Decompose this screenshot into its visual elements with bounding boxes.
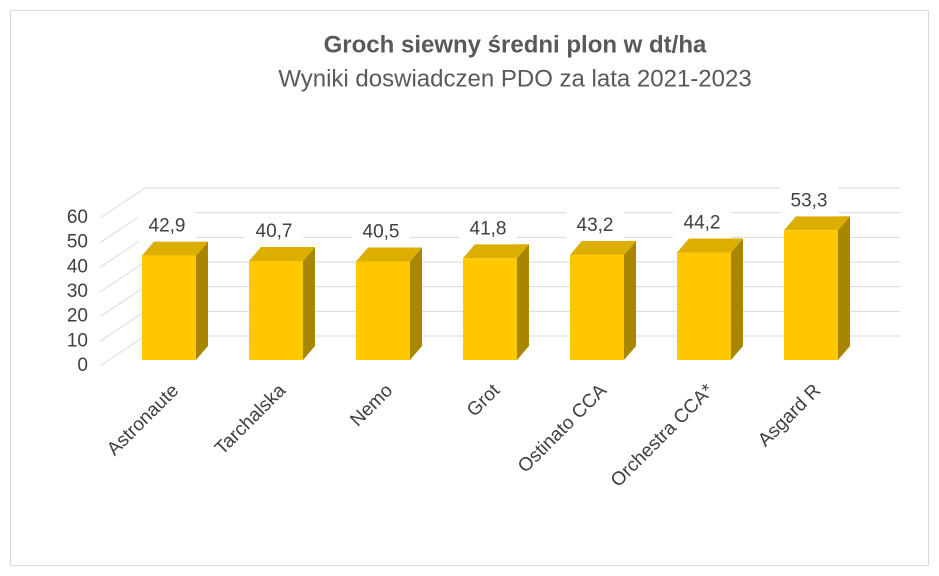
y-tick-label: 10 [67,330,88,351]
value-label-box [352,217,410,248]
grid-line [99,335,146,367]
grid-line [99,261,146,293]
y-tick-label: 30 [67,281,88,302]
bar-top [677,238,743,253]
chart-subtitle: Wyniki doswiadczen PDO za lata 2021-2023 [278,65,751,92]
bar-top [356,247,422,262]
y-tick-label: 50 [67,232,88,253]
bar [356,247,422,360]
value-label: 41,8 [470,218,507,239]
bar-front [784,230,838,360]
y-tick-label: 20 [67,306,88,327]
value-label: 40,5 [363,221,400,242]
bar-top [570,240,636,255]
bar-side [731,238,743,360]
value-label-box [566,210,624,241]
bar-front [356,261,410,360]
bar-side [517,244,529,360]
bar [142,241,208,360]
bar-side [196,241,208,360]
value-label: 43,2 [577,215,614,236]
bar-top [784,216,850,231]
bar-side [410,247,422,360]
value-label-box [673,208,731,239]
y-tick-label: 60 [67,207,88,228]
bar-front [249,260,303,360]
value-label: 42,9 [149,216,186,237]
bar [677,238,743,360]
bar-top [463,244,529,259]
y-tick-label: 40 [67,256,88,277]
grid-line [99,310,146,342]
bar [463,244,529,360]
y-tick-label: 0 [77,355,88,376]
chart-title: Groch siewny średni plon w dt/ha [324,31,707,58]
value-label-box [138,211,196,242]
bar-side [624,240,636,360]
bar-top [142,241,208,256]
bar-front [142,255,196,360]
value-label-box [780,186,838,217]
grid-line [99,236,146,268]
value-label: 53,3 [791,190,828,211]
bar [784,216,850,360]
value-label-box [459,214,517,245]
grid-line [99,212,146,244]
bar-side [838,216,850,360]
bar-front [570,254,624,360]
bar-front [463,258,517,360]
value-label-box [245,216,303,247]
bar [570,240,636,360]
value-label: 40,7 [256,221,293,242]
grid-line [99,187,146,219]
bar-side [303,246,315,360]
value-label: 44,2 [684,212,721,233]
bar [249,246,315,360]
grid-line [99,286,146,318]
bar-front [677,252,731,360]
bar-top [249,246,315,261]
